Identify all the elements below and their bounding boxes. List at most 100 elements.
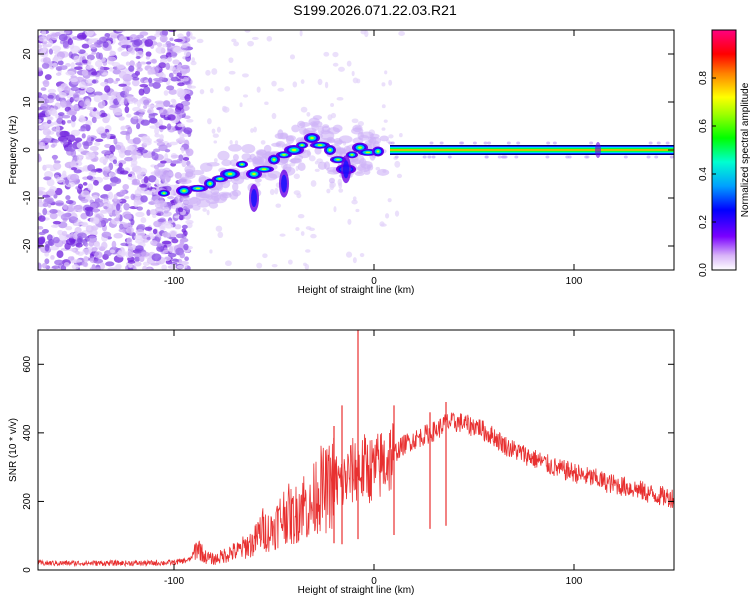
carrier-halo — [514, 155, 519, 159]
noise-speckle — [69, 216, 78, 224]
faint-speckle — [181, 147, 185, 154]
noise-speckle — [103, 166, 111, 172]
noise-speckle — [89, 267, 96, 270]
faint-speckle — [264, 101, 269, 105]
noise-speckle — [91, 71, 98, 76]
noise-speckle — [148, 82, 154, 87]
faint-speckle — [359, 253, 365, 258]
snr-ytick-label: 200 — [22, 493, 33, 510]
noise-speckle — [167, 114, 176, 121]
ridge-blob — [227, 172, 233, 176]
ridge-halo — [190, 196, 198, 205]
noise-speckle — [160, 160, 167, 164]
ridge-halo — [232, 154, 239, 161]
snr-ylabel: SNR (10 * v/v) — [8, 418, 19, 482]
noise-speckle — [113, 232, 123, 239]
noise-speckle — [54, 31, 61, 36]
faint-speckle — [271, 80, 277, 87]
noise-speckle — [113, 178, 122, 184]
noise-speckle — [70, 78, 78, 83]
noise-speckle — [128, 65, 135, 72]
noise-speckle — [89, 43, 97, 50]
noise-speckle — [135, 170, 142, 175]
faint-speckle — [209, 88, 214, 94]
faint-speckle — [338, 66, 345, 72]
noise-speckle — [176, 140, 186, 144]
noise-speckle — [65, 71, 76, 76]
noise-speckle — [82, 248, 92, 255]
noise-speckle — [146, 209, 151, 216]
faint-speckle — [380, 223, 387, 227]
noise-speckle — [131, 78, 140, 87]
faint-speckle — [181, 43, 188, 49]
noise-speckle — [70, 114, 77, 122]
noise-speckle — [119, 145, 126, 153]
ridge-blob — [365, 151, 371, 154]
noise-speckle — [59, 65, 68, 71]
faint-speckle — [352, 196, 357, 201]
noise-speckle — [124, 195, 130, 200]
noise-speckle — [151, 58, 157, 64]
faint-speckle — [190, 60, 197, 66]
ridge-blob — [328, 148, 332, 152]
faint-speckle — [229, 140, 233, 145]
noise-speckle — [146, 191, 153, 196]
noise-speckle — [134, 245, 144, 252]
noise-speckle — [83, 142, 90, 150]
noise-speckle — [102, 176, 109, 180]
noise-speckle — [73, 169, 82, 174]
noise-speckle — [48, 48, 54, 55]
noise-speckle — [119, 189, 126, 196]
noise-speckle — [131, 182, 142, 186]
noise-speckle — [89, 199, 95, 204]
noise-speckle — [38, 226, 44, 230]
colorbar-tick-label: 0.6 — [698, 119, 709, 133]
noise-speckle — [63, 262, 70, 267]
snr-xtick-label: 0 — [371, 576, 377, 587]
noise-speckle — [81, 69, 89, 76]
noise-speckle — [109, 98, 115, 106]
ridge-halo — [328, 177, 335, 184]
spectrogram-ytick-label: 10 — [22, 96, 33, 108]
faint-speckle — [205, 69, 211, 76]
faint-speckle — [352, 257, 357, 264]
noise-speckle — [150, 67, 155, 75]
noise-speckle — [93, 91, 103, 96]
ridge-halo — [310, 120, 323, 128]
faint-speckle — [351, 118, 359, 124]
noise-speckle — [109, 182, 117, 187]
faint-speckle — [190, 36, 196, 40]
faint-speckle — [271, 263, 278, 268]
noise-speckle — [179, 132, 185, 139]
carrier-halo — [429, 141, 434, 145]
noise-speckle — [176, 123, 185, 128]
noise-speckle — [46, 116, 54, 121]
noise-speckle — [129, 60, 135, 67]
noise-speckle — [125, 133, 131, 141]
noise-speckle — [183, 76, 189, 82]
noise-speckle — [184, 94, 191, 102]
noise-speckle — [158, 125, 167, 130]
noise-speckle — [52, 62, 58, 68]
noise-speckle — [56, 176, 64, 183]
noise-speckle — [75, 62, 83, 66]
noise-speckle — [102, 61, 108, 66]
noise-speckle — [96, 127, 106, 134]
noise-speckle — [95, 52, 101, 59]
noise-speckle — [65, 63, 71, 67]
colorbar-tick-label: 0.4 — [698, 167, 709, 181]
noise-speckle — [175, 88, 185, 97]
noise-speckle — [86, 87, 95, 93]
noise-speckle — [70, 129, 81, 137]
ridge-halo — [352, 124, 363, 133]
carrier-halo — [648, 141, 653, 145]
noise-speckle — [180, 100, 191, 107]
faint-speckle — [293, 173, 300, 180]
noise-speckle — [181, 224, 188, 230]
noise-speckle — [44, 74, 52, 80]
carrier-halo — [656, 141, 661, 145]
noise-speckle — [168, 89, 178, 95]
noise-speckle — [105, 131, 111, 140]
noise-speckle — [44, 197, 54, 204]
noise-speckle — [93, 258, 104, 264]
